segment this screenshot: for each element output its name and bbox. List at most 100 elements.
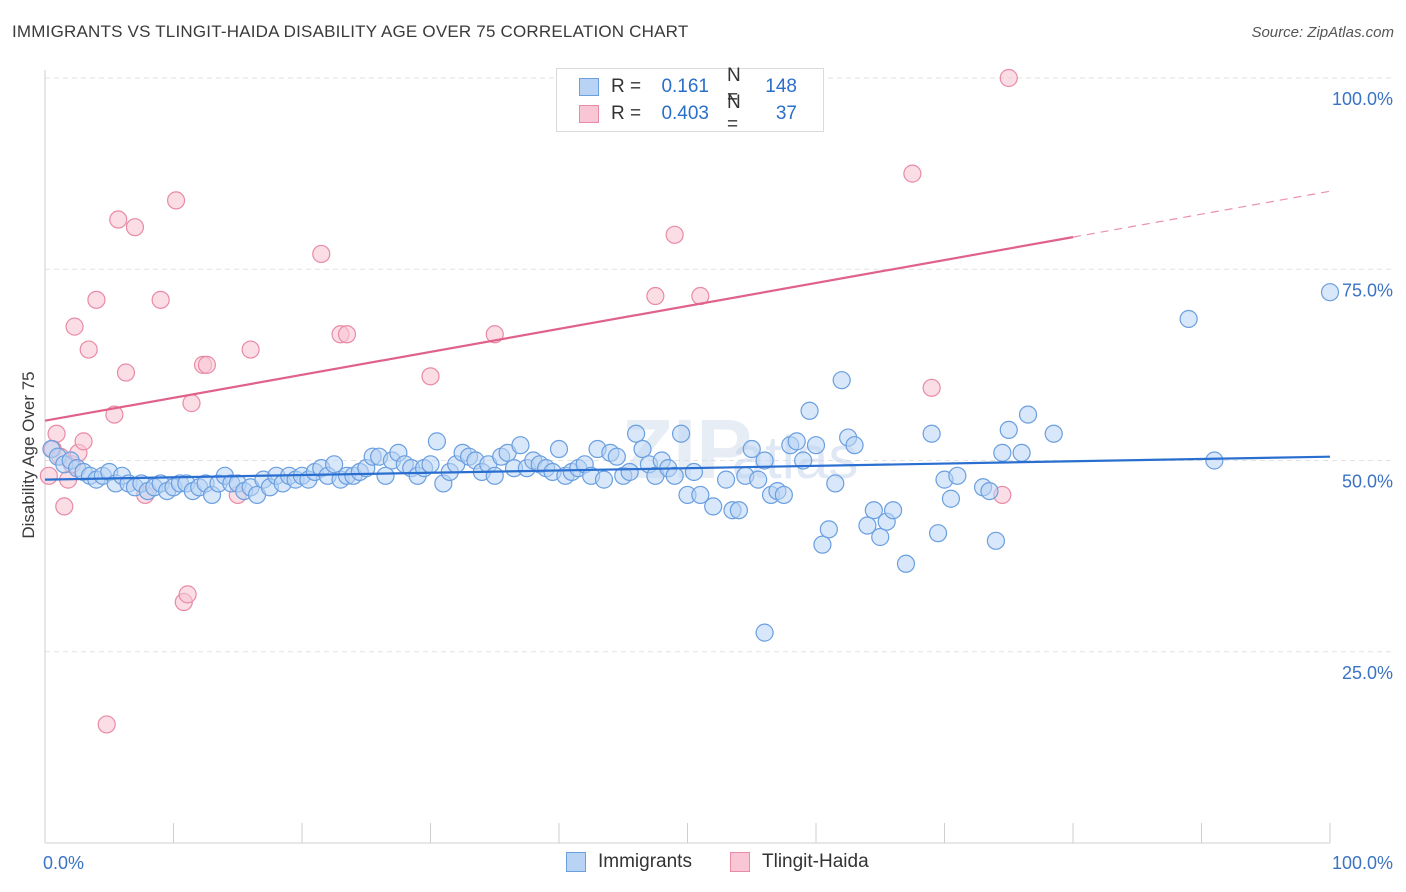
correlation-legend: R = 0.161 N = 148 R = 0.403 N = 37: [556, 65, 824, 135]
immigrants-point: [928, 524, 948, 543]
tlingit-haida-point: [166, 191, 186, 210]
tlingit-haida-point: [109, 210, 128, 229]
legend-row-tlingit-haida: R = 0.403 N = 37: [579, 92, 797, 135]
immigrants-point: [774, 485, 793, 505]
immigrants-point: [427, 432, 447, 451]
n-value: 37: [775, 103, 797, 124]
tlingit-haida-point: [999, 68, 1018, 88]
r-value: 0.161: [661, 76, 709, 97]
x-tick-label: 100.0%: [1332, 853, 1393, 873]
immigrants-point: [485, 466, 504, 485]
tlingit-haida-point: [903, 164, 922, 183]
y-tick-label: 75.0%: [1342, 280, 1393, 300]
immigrants-point: [999, 420, 1018, 439]
immigrants-swatch: [579, 78, 599, 96]
immigrants-point: [858, 516, 877, 535]
immigrants-point: [980, 482, 999, 501]
r-label: R =: [611, 76, 642, 97]
y-tick-label: 25.0%: [1342, 663, 1393, 683]
immigrants-point: [1205, 451, 1224, 470]
tlingit-haida-point: [116, 363, 136, 382]
immigrants-point: [883, 501, 903, 520]
immigrants-point: [864, 501, 883, 520]
chart-title: IMMIGRANTS VS TLINGIT-HAIDA DISABILITY A…: [12, 22, 689, 41]
legend-item-immigrants[interactable]: Immigrants: [566, 851, 692, 873]
tlingit-haida-point: [312, 244, 331, 264]
immigrants-point: [755, 623, 774, 642]
source-credit: Source: ZipAtlas.com: [1251, 24, 1394, 41]
immigrants-point: [421, 455, 440, 474]
legend-label: Tlingit-Haida: [762, 851, 869, 872]
immigrants-point: [948, 466, 967, 485]
immigrants-point: [993, 443, 1012, 462]
immigrants-trend-line: [44, 455, 1331, 481]
immigrants-point: [832, 371, 851, 390]
immigrants-point: [549, 439, 569, 459]
immigrants-point: [1018, 405, 1038, 424]
tlingit-haida-point: [646, 286, 665, 306]
immigrants-swatch: [566, 852, 586, 872]
tick-labels: 25.0% 50.0% 75.0% 100.0% 0.0% 100.0%: [43, 89, 1393, 873]
tlingit-haida-point: [47, 424, 66, 443]
immigrants-point: [794, 451, 813, 470]
tlingit-haida-trend-extension: [1072, 190, 1331, 238]
immigrants-point: [671, 424, 691, 443]
x-tick-label: 0.0%: [43, 853, 84, 873]
tlingit-haida-point: [97, 715, 116, 734]
trend-lines: [44, 190, 1331, 481]
grid-lines: [45, 77, 1393, 653]
tlingit-haida-point: [79, 340, 98, 359]
immigrants-point: [845, 436, 864, 455]
tlingit-haida-point: [105, 405, 124, 424]
tlingit-haida-points: [39, 68, 1018, 734]
immigrants-point: [749, 470, 768, 489]
immigrants-point: [1012, 443, 1031, 462]
immigrants-point: [922, 424, 941, 443]
tlingit-haida-point: [178, 585, 197, 604]
tlingit-haida-point: [125, 218, 145, 237]
immigrants-point: [665, 466, 684, 485]
y-axis-label: Disability Age Over 75: [19, 371, 38, 538]
immigrants-point: [755, 451, 774, 470]
immigrants-points: [42, 283, 1340, 642]
tlingit-haida-point: [65, 317, 84, 336]
immigrants-point: [594, 470, 614, 489]
immigrants-point: [633, 439, 652, 459]
immigrants-point: [1044, 424, 1063, 443]
immigrants-point: [511, 436, 530, 455]
tlingit-haida-point: [337, 325, 357, 344]
tlingit-haida-point: [39, 466, 58, 485]
immigrants-point: [826, 474, 845, 493]
n-label: N =: [727, 65, 741, 108]
immigrants-point: [607, 447, 626, 466]
immigrants-point: [742, 439, 761, 459]
tlingit-haida-point: [665, 225, 684, 244]
immigrants-point: [806, 436, 826, 455]
tlingit-haida-point: [421, 367, 440, 386]
tlingit-haida-point: [182, 394, 201, 413]
series-legend: Immigrants Tlingit-Haida: [0, 851, 1406, 877]
tlingit-haida-point: [87, 290, 106, 309]
immigrants-point: [800, 401, 819, 420]
immigrants-point: [819, 520, 838, 539]
tlingit-haida-point: [922, 378, 941, 397]
tlingit-haida-swatch: [730, 852, 750, 872]
tlingit-haida-point: [151, 290, 170, 309]
legend-item-tlingit-haida[interactable]: Tlingit-Haida: [730, 851, 869, 873]
tlingit-haida-point: [74, 432, 93, 451]
immigrants-point: [691, 485, 710, 505]
immigrants-point: [941, 489, 961, 508]
immigrants-point: [813, 535, 832, 554]
immigrants-point: [620, 462, 639, 482]
immigrants-point: [325, 455, 344, 474]
tlingit-haida-point: [55, 497, 74, 516]
immigrants-point: [787, 432, 806, 451]
immigrants-point: [376, 466, 395, 485]
immigrants-point: [1179, 309, 1198, 329]
tlingit-haida-point: [197, 355, 217, 374]
axes: [44, 70, 1331, 844]
tlingit-haida-swatch: [579, 105, 599, 123]
tlingit-haida-point: [241, 340, 260, 359]
immigrants-point: [1320, 283, 1340, 302]
